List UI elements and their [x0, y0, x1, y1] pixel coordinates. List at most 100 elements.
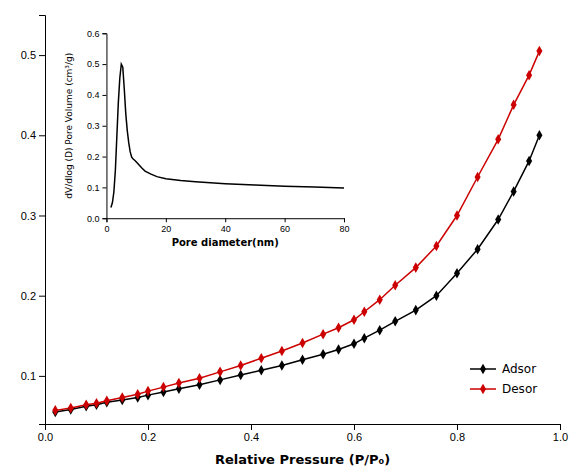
tick: 0.0 — [87, 214, 107, 224]
point — [495, 214, 501, 225]
point — [279, 346, 285, 357]
point — [392, 316, 398, 327]
legend: Adsor Desor — [470, 362, 537, 396]
tick-label: 80 — [339, 224, 349, 234]
inset-y-axis-title: dV/dlog (D) Pore Volume (cm³/g) — [64, 53, 74, 199]
tick: 0.5 — [87, 59, 107, 69]
legend-item: Adsor — [470, 362, 536, 376]
tick-label: 0.8 — [450, 431, 465, 443]
tick-mark — [102, 126, 106, 127]
tick-mark — [102, 187, 106, 188]
point — [536, 130, 542, 141]
tick-mark — [39, 215, 45, 216]
tick-mark — [344, 218, 345, 222]
tick: 0.2 — [21, 290, 45, 302]
legend-label: Adsor — [502, 362, 536, 376]
legend-marker — [480, 364, 486, 375]
legend-label: Desor — [502, 382, 537, 396]
point — [104, 395, 110, 406]
point — [475, 172, 481, 183]
inset-plot-area — [111, 64, 344, 207]
point — [258, 353, 264, 364]
inset: 0204060800.00.10.20.30.40.50.6Pore diame… — [60, 27, 354, 252]
tick: 0.6 — [87, 29, 107, 39]
axis-line — [107, 219, 345, 223]
x-axis: 0.0 0.2 0.4 0.6 0.8 1.0 — [38, 424, 568, 443]
point — [511, 100, 517, 111]
tick-label: 0.0 — [38, 431, 53, 443]
inset-x-axis-title: Pore diameter(nm) — [172, 237, 279, 248]
point — [413, 305, 419, 316]
tick-mark — [148, 424, 149, 430]
point — [160, 382, 166, 393]
tick-label: 0.6 — [87, 29, 100, 39]
tick: 0.2 — [141, 424, 156, 443]
legend-marker — [480, 384, 486, 395]
point — [52, 405, 58, 416]
point — [392, 280, 398, 291]
tick: 0.4 — [87, 90, 107, 100]
tick-mark — [225, 218, 226, 222]
tick-mark — [39, 296, 45, 297]
point — [320, 349, 326, 360]
tick-mark — [457, 424, 458, 430]
point — [299, 355, 305, 366]
axis-line — [102, 34, 107, 219]
inset-line — [111, 64, 344, 207]
tick-label: 1.0 — [553, 431, 568, 443]
point — [93, 398, 99, 409]
tick-mark — [166, 218, 167, 222]
tick-label: 0.1 — [87, 183, 100, 193]
tick-mark — [39, 55, 45, 56]
axis-line — [46, 425, 561, 431]
point — [238, 370, 244, 381]
tick-mark — [251, 424, 252, 430]
inset-background — [60, 27, 354, 252]
tick-mark — [39, 376, 45, 377]
point — [336, 344, 342, 355]
tick: 20 — [161, 218, 171, 233]
tick-mark — [354, 424, 355, 430]
y-axis: 0.10.20.30.40.5 — [21, 16, 46, 425]
point — [196, 373, 202, 384]
point — [279, 360, 285, 371]
point — [351, 314, 357, 325]
tick: 0.0 — [38, 424, 53, 443]
tick-label: 0.0 — [87, 214, 100, 224]
point — [238, 360, 244, 371]
point — [377, 294, 383, 305]
tick-label: 20 — [161, 224, 171, 234]
tick: 0.2 — [87, 152, 107, 162]
point — [258, 365, 264, 376]
point — [526, 156, 532, 167]
point — [475, 244, 481, 255]
legend-item: Desor — [470, 382, 537, 396]
tick: 60 — [280, 218, 290, 233]
tick: 0.4 — [21, 129, 45, 141]
tick: 0.5 — [21, 49, 45, 61]
tick-label: 0.4 — [21, 129, 36, 141]
tick: 0.1 — [21, 370, 45, 382]
tick-label: 0.6 — [347, 431, 362, 443]
point — [176, 378, 182, 389]
inset-y-axis: 0.0 0.1 0.2 0.3 0.4 0.5 0.6 — [87, 29, 107, 224]
tick-mark — [285, 218, 286, 222]
tick-label: 0.4 — [244, 431, 259, 443]
point — [351, 339, 357, 350]
point — [320, 329, 326, 340]
point — [454, 268, 460, 279]
point — [217, 367, 223, 378]
tick-mark — [102, 95, 106, 96]
chart: 0.00.20.40.60.81.00.10.20.30.40.5Relativ… — [0, 0, 580, 474]
tick: 0.3 — [87, 121, 107, 131]
point — [299, 338, 305, 349]
tick: 0 — [104, 218, 109, 233]
main-plot: 0.00.20.40.60.81.00.10.20.30.40.5Relativ… — [21, 16, 568, 468]
tick-label: 0.4 — [87, 90, 100, 100]
tick-mark — [102, 33, 106, 34]
tick-label: 0.1 — [21, 370, 36, 382]
point — [536, 46, 542, 57]
point — [526, 70, 532, 81]
point — [511, 186, 517, 197]
point — [119, 392, 125, 403]
